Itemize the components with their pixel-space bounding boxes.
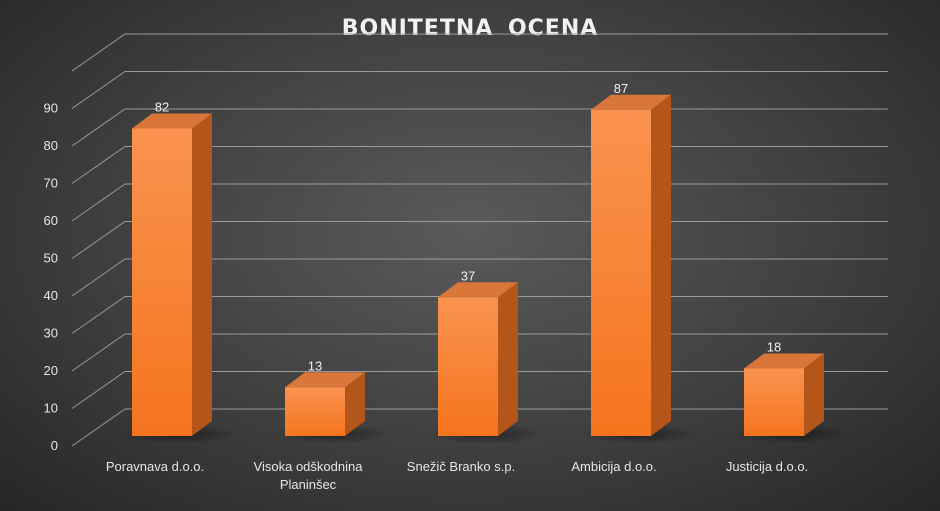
data-label: 82 (155, 100, 169, 115)
bar-top (132, 113, 212, 129)
bar-front (132, 128, 192, 436)
bars: 82 13 37 87 18 (122, 81, 850, 444)
bar-side (345, 372, 365, 436)
y-tick-label: 70 (44, 176, 58, 191)
y-axis-ticks: 0 10 20 30 40 50 60 70 80 90 (44, 101, 58, 454)
y-tick-label: 20 (44, 363, 58, 378)
bar-front (591, 109, 651, 436)
bar: 82 (122, 100, 238, 444)
bar-side (192, 113, 212, 436)
bar: 37 (428, 268, 544, 444)
x-tick-label: Ambicija d.o.o. (571, 459, 656, 474)
bar-top (285, 372, 365, 388)
bar: 13 (275, 358, 391, 444)
x-tick-label: Poravnava d.o.o. (106, 459, 204, 474)
gridline (71, 33, 888, 72)
chart-title: BONITETNA OCENA (341, 16, 599, 41)
bar-side (651, 94, 671, 436)
bar: 18 (734, 340, 850, 444)
grid-layer (71, 33, 888, 447)
x-tick-label: Snežič Branko s.p. (407, 459, 515, 474)
x-axis-labels: Poravnava d.o.o. Visoka odškodnina Planinš… (106, 459, 808, 492)
bar: 87 (581, 81, 697, 444)
y-tick-label: 60 (44, 213, 58, 228)
bar-side (498, 282, 518, 436)
bar-top (438, 282, 518, 298)
gridline (71, 71, 888, 109)
y-tick-label: 10 (44, 401, 58, 416)
bar-front (744, 368, 804, 436)
x-tick-label: Planinšec (280, 477, 337, 492)
data-label: 18 (767, 340, 781, 355)
x-tick-label: Visoka odškodnina (254, 459, 364, 474)
x-tick-label: Justicija d.o.o. (726, 459, 808, 474)
data-label: 37 (461, 268, 475, 283)
bar-top (591, 94, 671, 110)
data-label: 13 (308, 358, 322, 373)
bar-front (285, 387, 345, 436)
y-tick-label: 40 (44, 288, 58, 303)
bar-front (438, 297, 498, 436)
y-tick-label: 50 (44, 251, 58, 266)
y-tick-label: 0 (51, 438, 58, 453)
y-tick-label: 90 (44, 101, 58, 116)
bar-side (804, 353, 824, 436)
y-tick-label: 80 (44, 138, 58, 153)
y-tick-label: 30 (44, 326, 58, 341)
data-label: 87 (614, 81, 628, 96)
bar-top (744, 353, 824, 369)
